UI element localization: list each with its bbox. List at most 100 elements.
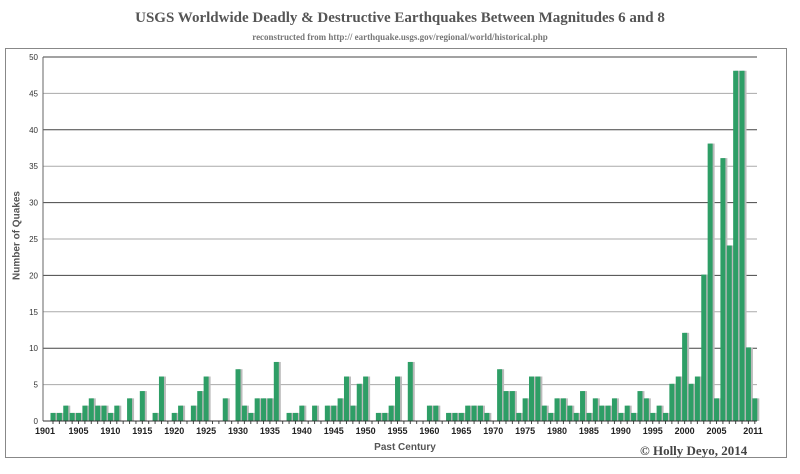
y-tick-label: 5 — [34, 381, 39, 390]
y-tick-label: 20 — [29, 271, 38, 280]
bar-1930 — [235, 369, 241, 421]
x-tick-label: 1901 — [35, 426, 55, 436]
bar-1963 — [446, 412, 452, 421]
bar-1999 — [675, 376, 681, 421]
x-tick-label: 1915 — [132, 426, 152, 436]
bar-1981 — [560, 398, 566, 421]
bar-1996 — [656, 405, 662, 421]
y-tick-label: 30 — [29, 199, 38, 208]
bar-1932 — [248, 412, 254, 421]
y-tick-label: 35 — [29, 162, 38, 171]
bar-1990 — [618, 412, 624, 421]
bar-1953 — [382, 412, 388, 421]
bar-2000 — [682, 332, 688, 421]
x-tick-label: 1965 — [451, 426, 471, 436]
bar-1945 — [331, 405, 337, 421]
bar-1961 — [433, 405, 439, 421]
x-tick-label: 1950 — [356, 426, 376, 436]
chart-subtitle: reconstructed from http:// earthquake.us… — [252, 32, 548, 42]
bar-1901 — [50, 412, 56, 421]
bar-1921 — [178, 405, 184, 421]
y-axis-label: Number of Quakes — [11, 191, 23, 280]
x-tick-label: 1970 — [483, 426, 503, 436]
y-tick-label: 50 — [29, 53, 38, 62]
x-tick-label: 1920 — [164, 426, 184, 436]
bar-1984 — [580, 391, 586, 421]
bar-1910 — [107, 412, 113, 421]
bar-1946 — [337, 398, 343, 421]
y-tick-label: 15 — [29, 308, 38, 317]
bar-1917 — [152, 412, 158, 421]
bar-1935 — [267, 398, 273, 421]
bar-1982 — [567, 405, 573, 421]
bar-1938 — [286, 412, 292, 421]
x-tick-label: 1935 — [260, 426, 280, 436]
bar-1960 — [426, 405, 432, 421]
bar-1964 — [452, 412, 458, 421]
x-tick-label: 1945 — [324, 426, 344, 436]
x-tick-label: 1930 — [228, 426, 248, 436]
bar-1902 — [56, 412, 62, 421]
bar-2003 — [701, 274, 707, 421]
y-tick-label: 45 — [29, 89, 38, 98]
bar-1973 — [509, 391, 515, 421]
bar-2008 — [733, 70, 739, 421]
bar-1907 — [88, 398, 94, 421]
bar-1985 — [586, 412, 592, 421]
bar-1991 — [624, 405, 630, 421]
bar-1993 — [637, 391, 643, 421]
chart-title: USGS Worldwide Deadly & Destructive Eart… — [135, 10, 665, 26]
bar-1948 — [350, 405, 356, 421]
bar-1977 — [535, 376, 541, 421]
x-tick-label: 1980 — [547, 426, 567, 436]
bar-1989 — [611, 398, 617, 421]
bar-1911 — [114, 405, 120, 421]
chart-frame — [5, 48, 787, 458]
bar-1986 — [592, 398, 598, 421]
bar-1933 — [254, 398, 260, 421]
x-tick-label: 2000 — [675, 426, 695, 436]
bar-1966 — [465, 405, 471, 421]
bar-2001 — [688, 383, 694, 421]
copyright-credit: © Holly Deyo, 2014 — [640, 443, 748, 458]
bar-1983 — [573, 412, 579, 421]
bar-2009 — [739, 70, 745, 421]
bar-1955 — [395, 376, 401, 421]
x-tick-label: 1990 — [611, 426, 631, 436]
bar-2011 — [752, 398, 758, 421]
x-tick-label: 1910 — [100, 426, 120, 436]
bar-1950 — [363, 376, 369, 421]
x-tick-label: 1960 — [419, 426, 439, 436]
bar-1925 — [203, 376, 209, 421]
x-tick-label: 1995 — [643, 426, 663, 436]
x-tick-label: 2011 — [743, 426, 763, 436]
bar-2007 — [726, 245, 732, 421]
bar-2005 — [714, 398, 720, 421]
bar-1913 — [127, 398, 133, 421]
bar-1974 — [516, 412, 522, 421]
x-tick-label: 1985 — [579, 426, 599, 436]
bar-1975 — [522, 398, 528, 421]
x-tick-label: 1975 — [515, 426, 535, 436]
x-axis-label: Past Century — [374, 442, 436, 453]
x-tick-label: 1905 — [69, 426, 89, 436]
bar-1936 — [273, 361, 279, 421]
bar-1980 — [554, 398, 560, 421]
bar-1940 — [299, 405, 305, 421]
bar-1923 — [190, 405, 196, 421]
bar-1918 — [158, 376, 164, 421]
bar-1997 — [662, 412, 668, 421]
bar-1931 — [241, 405, 247, 421]
bar-1954 — [388, 405, 394, 421]
bar-1928 — [222, 398, 228, 421]
bar-1978 — [541, 405, 547, 421]
bar-1972 — [503, 391, 509, 421]
bar-1905 — [76, 412, 82, 421]
bar-1924 — [197, 391, 203, 421]
bar-1988 — [605, 405, 611, 421]
bar-1971 — [497, 369, 503, 421]
bar-1998 — [669, 383, 675, 421]
bar-1987 — [599, 405, 605, 421]
bar-2004 — [707, 143, 713, 421]
bar-1947 — [343, 376, 349, 421]
